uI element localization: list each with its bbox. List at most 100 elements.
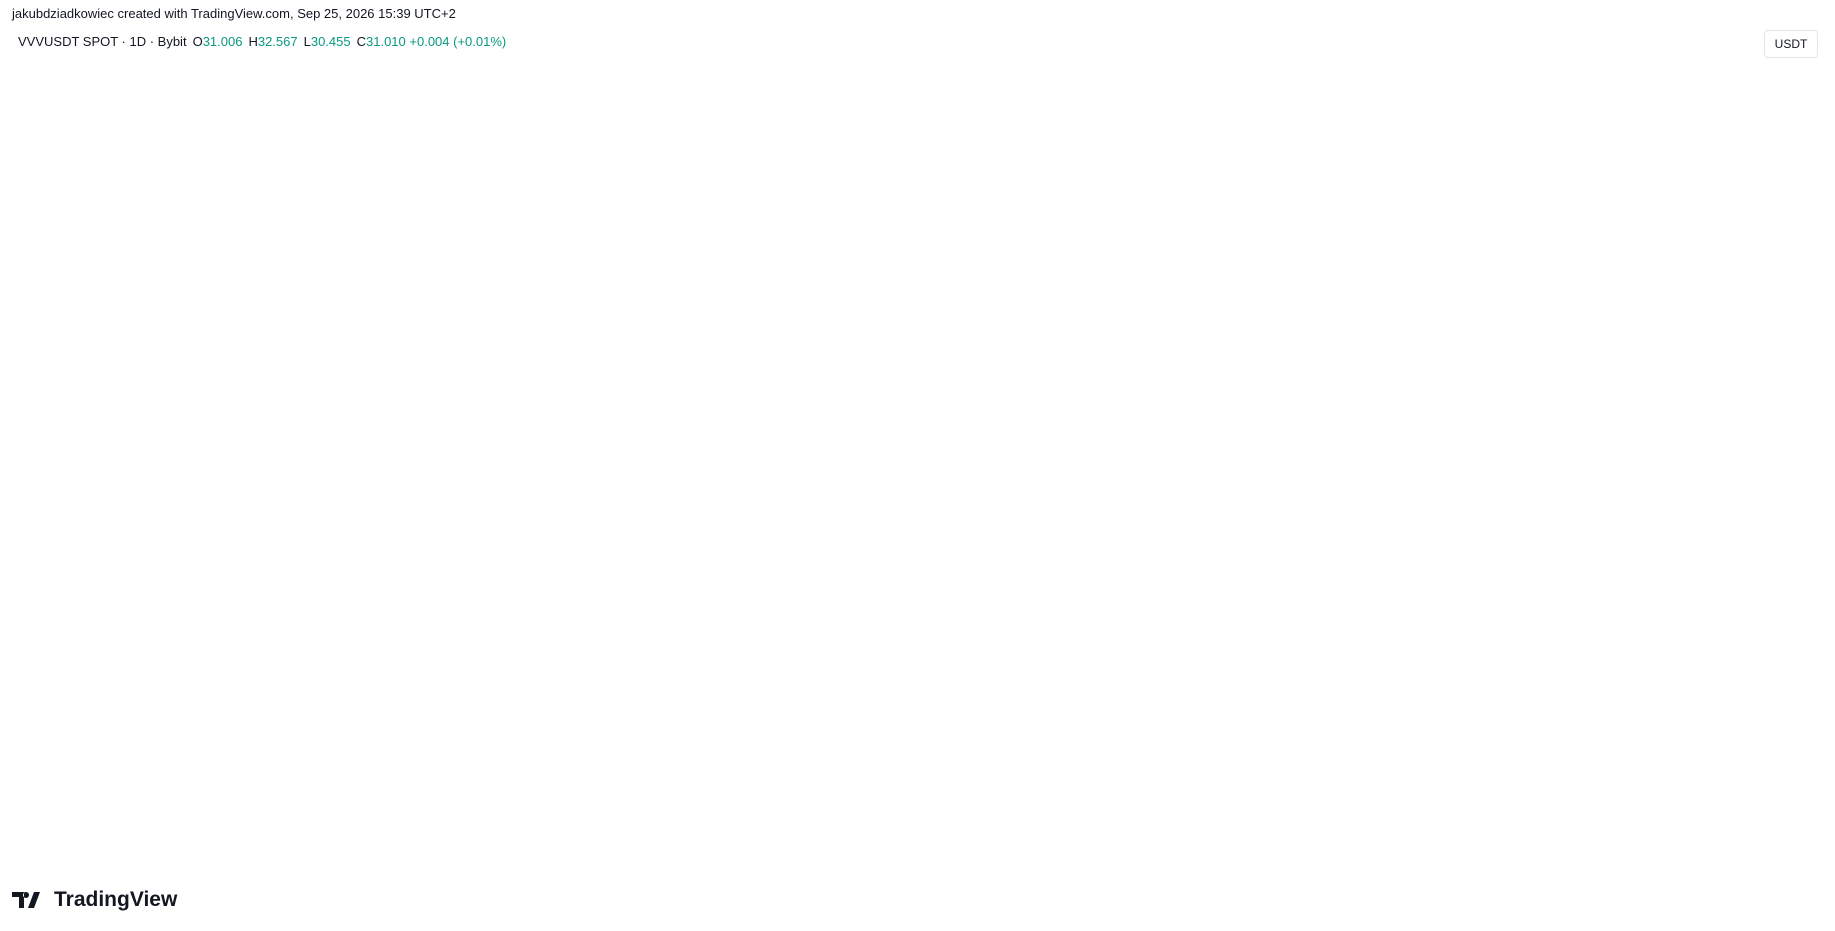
volume-bar (983, 706, 998, 742)
volume-bar (381, 648, 396, 742)
fib-band (47, 503, 1629, 550)
volume-bar (542, 700, 556, 742)
candle-body (884, 491, 897, 509)
zone-label: Target 1 (1560, 227, 1629, 248)
volume-bar (441, 700, 456, 742)
x-tick-label: Apr (359, 850, 378, 864)
candle-body (181, 635, 194, 641)
fib-label: 0 (1.824) (1636, 678, 1684, 692)
candle-body (1004, 552, 1017, 570)
volume-bar (682, 683, 697, 742)
volume-bar (602, 618, 617, 742)
rsi-line (46, 753, 1534, 830)
candle-body (141, 627, 154, 664)
y-tick-label: 2.500 (1767, 680, 1798, 694)
volume-bar (341, 671, 356, 742)
price-tag (1761, 411, 1819, 430)
candle-body (1205, 553, 1218, 560)
currency-button[interactable]: USDT (1764, 30, 1818, 58)
y-tick-label: 17.500 (1767, 469, 1805, 483)
volume-bar (280, 700, 295, 742)
brand-text: TradingView (54, 888, 178, 911)
candle-body (944, 505, 957, 538)
volume-bar (180, 695, 195, 742)
volume-bar (260, 700, 275, 742)
volume-bar (1485, 689, 1500, 742)
y-tick-label: 45.000 (1767, 81, 1805, 95)
candle-body (1165, 539, 1178, 553)
chart-frame (8, 53, 1824, 873)
volume-bar (301, 706, 316, 742)
candle-body (101, 662, 114, 669)
volume-bar (1445, 648, 1460, 742)
price-tag-label: 21.469 (1772, 413, 1809, 427)
candle-body (121, 663, 134, 669)
candle-body (623, 480, 636, 504)
candle-body (1225, 559, 1238, 562)
fib-band (47, 70, 1629, 205)
volume-bar (903, 695, 918, 742)
candle-body (643, 480, 656, 521)
y-tick-label: 7.500 (1767, 610, 1798, 624)
candle-body (342, 632, 355, 636)
fib-label: 0.382 (12.315) (1636, 530, 1714, 544)
x-tick-label: Mar (137, 850, 159, 864)
rsi-tick-label: 50.00 (1767, 798, 1798, 812)
volume-bar (1084, 712, 1099, 742)
volume-bar (1345, 709, 1360, 742)
candle-body (1406, 474, 1419, 487)
candle-body (703, 467, 716, 492)
symbol-bar: VVVUSDT SPOT · 1D · Bybit O31.006 H32.567 L… (18, 34, 506, 49)
fib-label: 0.786 (23.411) (1636, 373, 1713, 387)
volume-bar (782, 677, 797, 742)
candle-body (221, 634, 234, 645)
candle-body (763, 483, 776, 495)
y-tick-label: 10.000 (1767, 574, 1805, 588)
fib-label: 0.236 (8.306) (1636, 586, 1707, 600)
fib-band (47, 458, 1629, 504)
volume-bar (240, 695, 255, 742)
candle-body (1386, 480, 1399, 487)
candle-body (864, 491, 877, 540)
rsi-tick-label: 75.00 (1767, 761, 1798, 775)
fib-label: 1 (29.288) (1636, 290, 1691, 304)
candle-body (261, 630, 274, 639)
candle-body (603, 503, 616, 543)
volume-bar (662, 689, 677, 742)
candle-body (402, 616, 415, 618)
author-line: jakubdziadkowiec created with TradingVie… (12, 6, 456, 21)
volume-bar (702, 677, 717, 742)
volume-bar (1124, 695, 1139, 742)
y-tick-label: 20.000 (1767, 433, 1805, 447)
volume-bar (1224, 723, 1239, 742)
y-tick-label: 25.000 (1767, 363, 1805, 377)
volume-bar (762, 648, 777, 742)
fib-band (47, 392, 1629, 459)
volume-bar (1305, 695, 1320, 742)
zone (574, 498, 1630, 520)
candle-body (1185, 552, 1198, 554)
x-tick-label: Jul (963, 850, 979, 864)
volume-bar (160, 659, 175, 742)
volume-bar (1325, 706, 1340, 742)
candle-body (382, 616, 395, 626)
volume-bar (1365, 712, 1380, 742)
candle-body (462, 600, 475, 602)
ohlc-value: 32.567 (257, 34, 298, 49)
volume-bar (521, 706, 536, 742)
candle-body (844, 500, 857, 540)
volume-bar (562, 677, 577, 742)
x-tick-label: Aug (1160, 850, 1182, 864)
volume-bar (1023, 712, 1038, 742)
candle-body (723, 460, 736, 468)
volume-bar (963, 706, 978, 742)
volume-bar (622, 560, 637, 742)
volume-bar (1465, 695, 1480, 742)
volume-bar (1164, 716, 1179, 742)
x-tick-label: Sep (1381, 850, 1403, 864)
candle-body (522, 597, 535, 601)
candle-body (1045, 573, 1057, 577)
volume-bar (742, 665, 757, 742)
